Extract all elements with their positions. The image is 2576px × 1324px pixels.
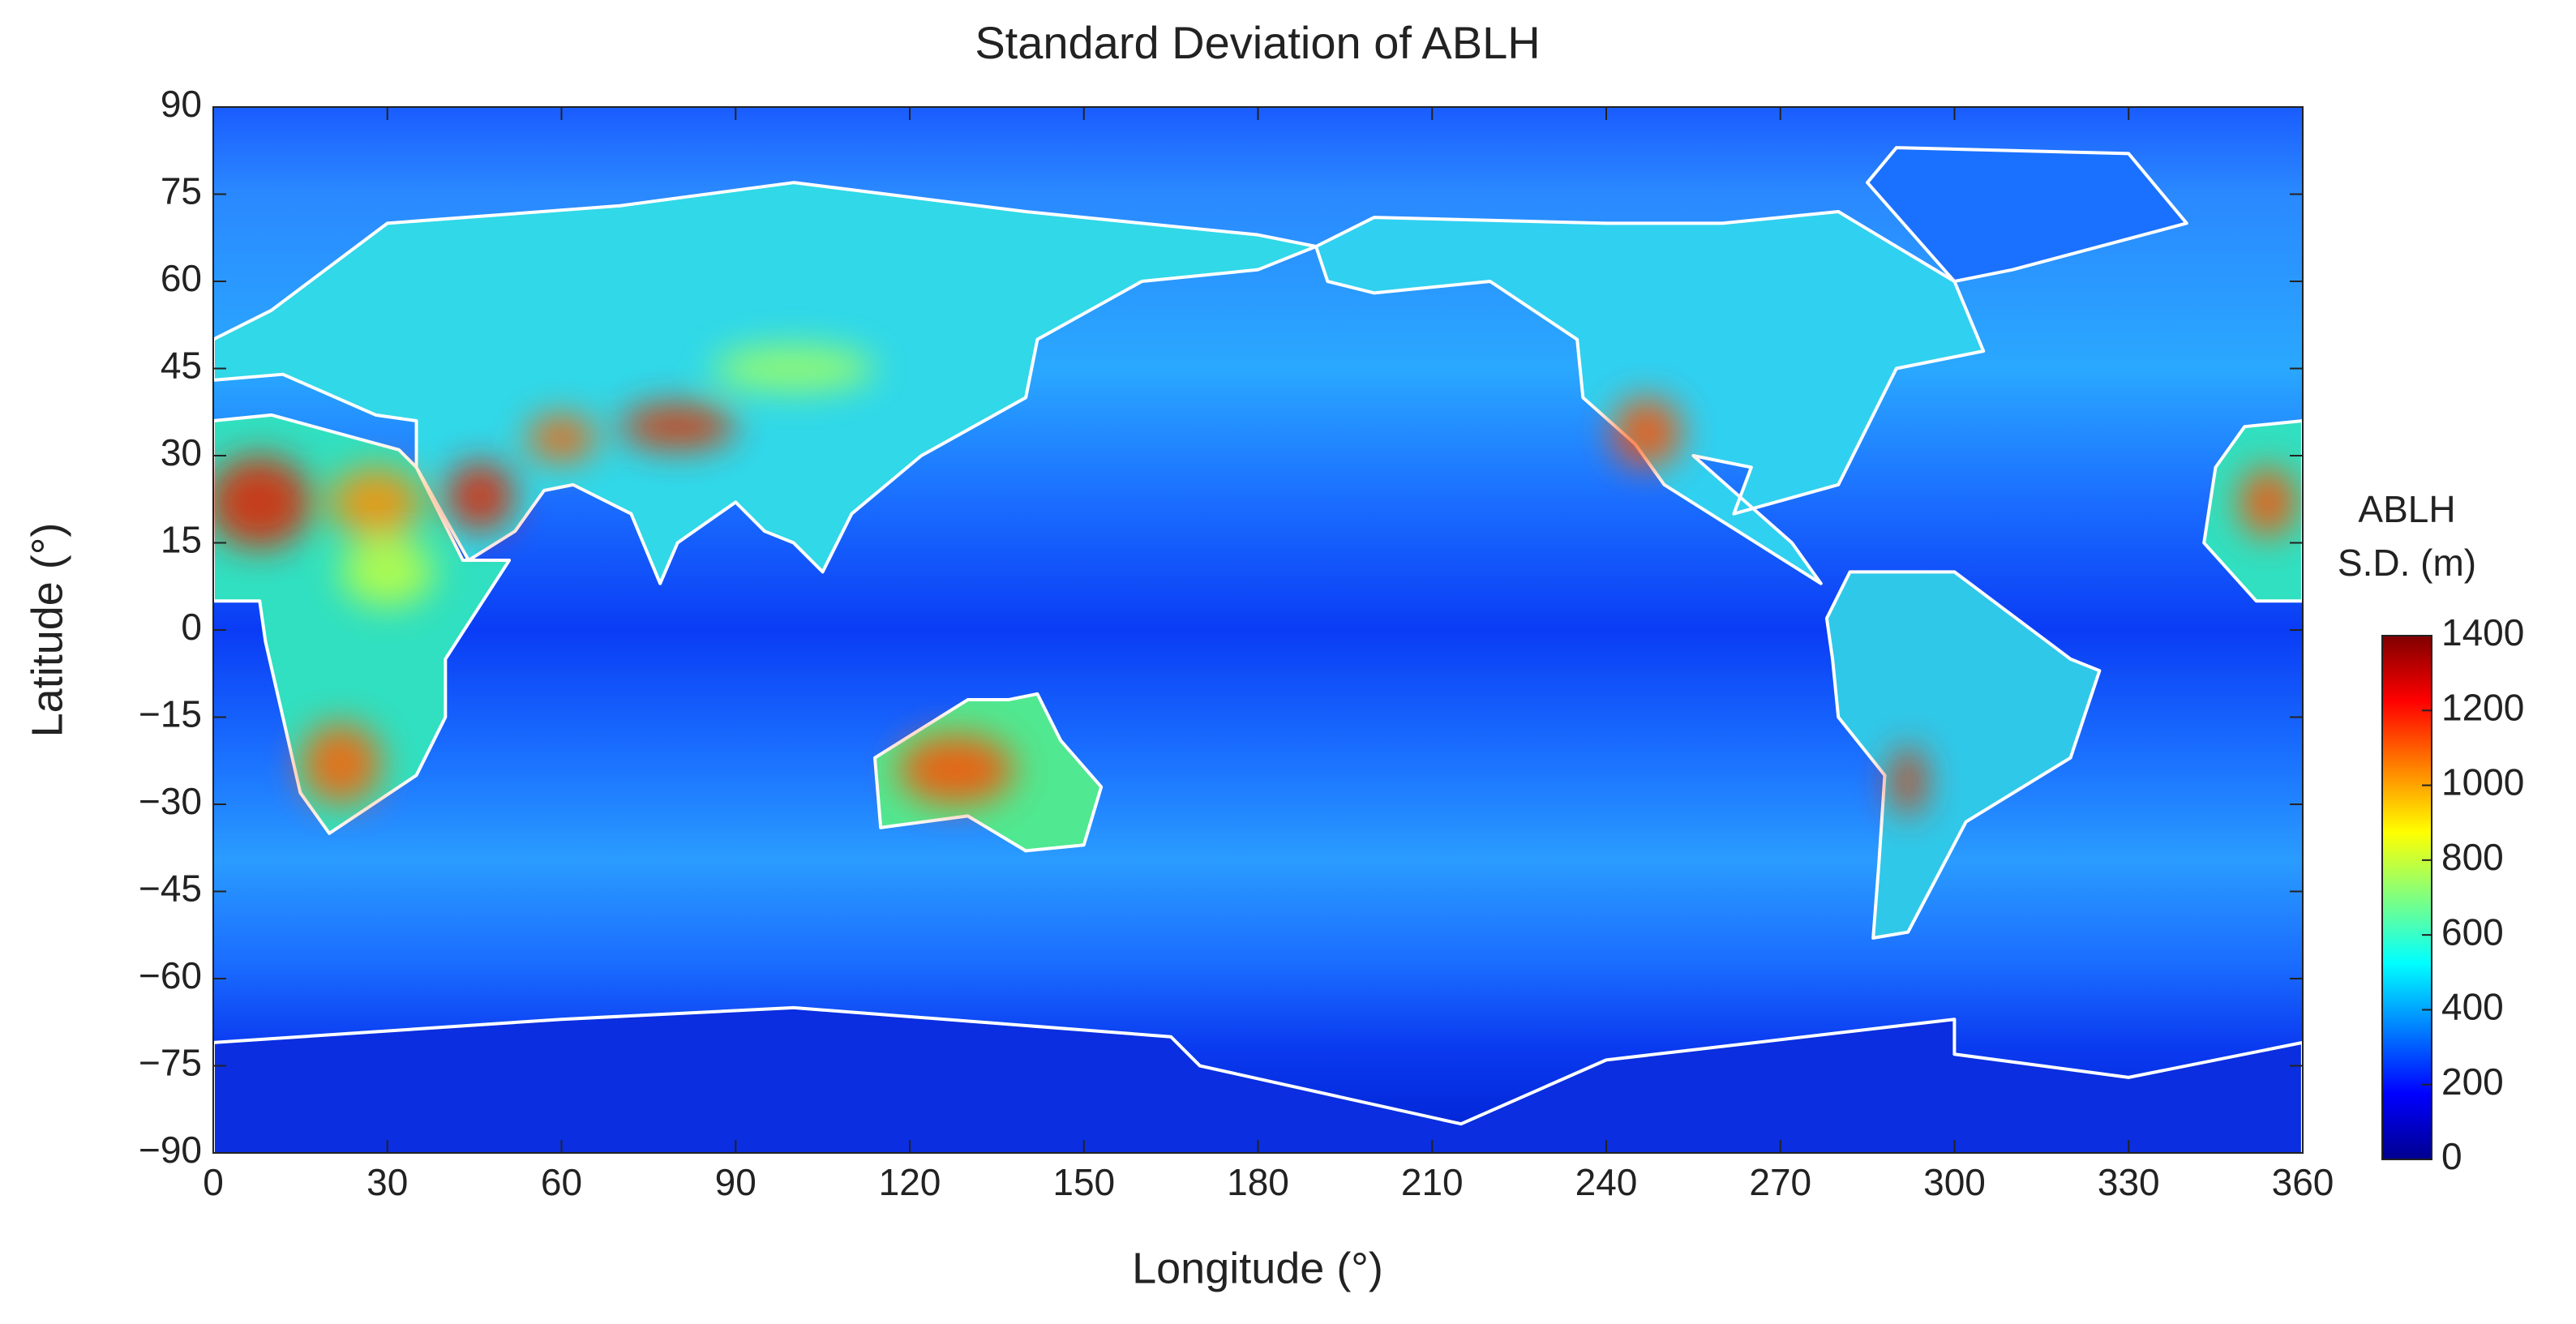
x-tick-label: 360 — [2272, 1161, 2334, 1203]
y-tick-label: 30 — [161, 431, 202, 473]
colorbar-tick-label: 200 — [2441, 1060, 2504, 1103]
colorbar-tick-label: 800 — [2441, 836, 2504, 878]
x-tick-label: 0 — [203, 1161, 224, 1203]
colorbar — [2381, 635, 2432, 1160]
map — [213, 107, 2303, 1153]
x-tick-label: 90 — [715, 1161, 757, 1203]
y-tick-label: −90 — [139, 1129, 202, 1171]
x-tick-label: 240 — [1575, 1161, 1638, 1203]
x-tick-label: 180 — [1227, 1161, 1289, 1203]
x-tick-label: 30 — [366, 1161, 408, 1203]
y-tick-label: −45 — [139, 868, 202, 910]
hotspots — [213, 345, 2297, 816]
y-tick-label: 45 — [161, 345, 202, 387]
greenland — [1867, 148, 2187, 281]
chart-title: Standard Deviation of ABLH — [975, 17, 1540, 68]
x-tick-label: 300 — [1923, 1161, 1986, 1203]
y-axis-label: Latitude (°) — [23, 523, 71, 738]
colorbar-label: S.D. (m) — [2338, 542, 2476, 584]
y-tick-label: 60 — [161, 257, 202, 299]
x-tick-label: 270 — [1749, 1161, 1811, 1203]
x-axis-label: Longitude (°) — [1132, 1244, 1383, 1292]
y-tick-label: −60 — [139, 954, 202, 996]
y-tick-label: −30 — [139, 780, 202, 822]
x-tick-label: 330 — [2098, 1161, 2160, 1203]
colorbar-tick-label: 1200 — [2441, 686, 2524, 728]
x-tick-label: 120 — [879, 1161, 941, 1203]
colorbar-tick-label: 400 — [2441, 986, 2504, 1028]
colorbar-tick-label: 1400 — [2441, 611, 2524, 653]
land — [213, 148, 2303, 1153]
y-tick-label: −75 — [139, 1042, 202, 1084]
y-tick-label: −15 — [139, 693, 202, 735]
y-tick-label: 90 — [161, 83, 202, 125]
north-america — [1316, 212, 1983, 584]
y-tick-label: 15 — [161, 519, 202, 561]
y-tick-label: 0 — [181, 606, 202, 648]
colorbar-tick-label: 1000 — [2441, 761, 2524, 803]
x-tick-label: 150 — [1052, 1161, 1115, 1203]
x-tick-label: 210 — [1401, 1161, 1464, 1203]
south-america — [1827, 572, 2099, 938]
colorbar-tick-label: 600 — [2441, 911, 2504, 953]
y-tick-label: 75 — [161, 170, 202, 212]
colorbar-tick-label: 0 — [2441, 1135, 2462, 1177]
colorbar-label: ABLH — [2358, 488, 2455, 530]
x-tick-label: 60 — [541, 1161, 582, 1203]
